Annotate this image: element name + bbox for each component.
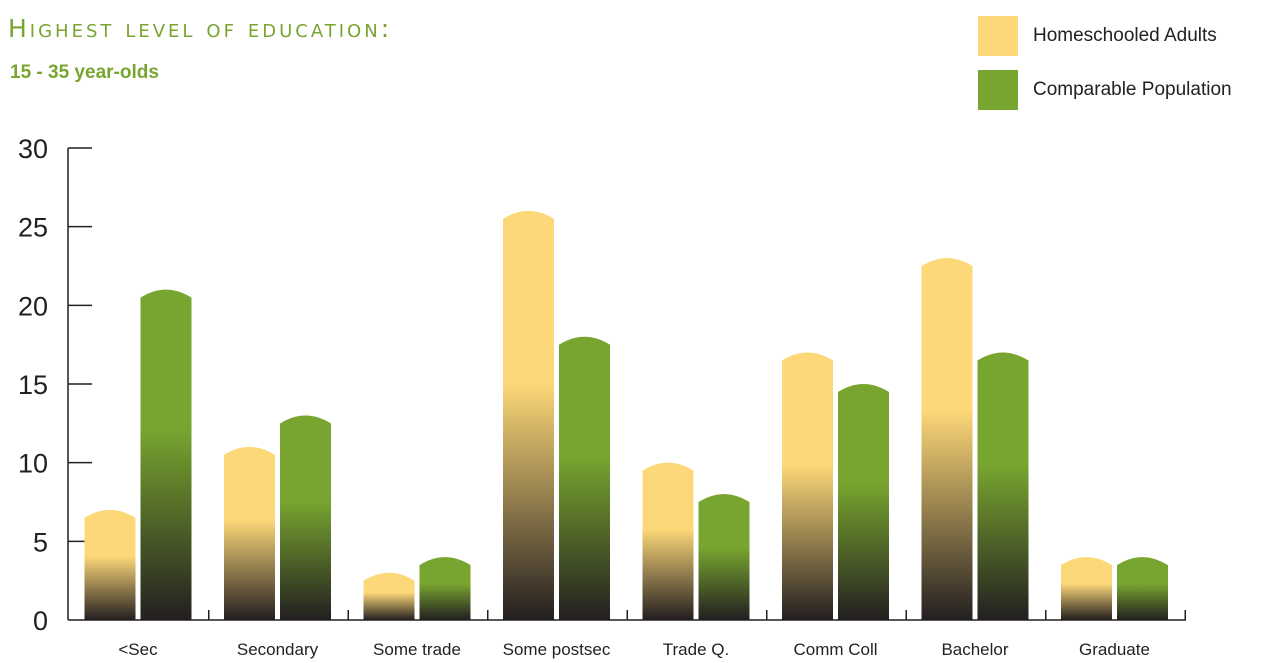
y-tick-label: 15: [18, 370, 48, 400]
x-tick-label: Trade Q.: [663, 640, 729, 659]
bar-homeschooled: [642, 462, 694, 620]
bar-comparable: [280, 415, 331, 620]
x-tick-label: Secondary: [237, 640, 319, 659]
bar-comparable: [140, 289, 192, 620]
bar-comparable: [559, 336, 610, 620]
legend-item-comparable: Comparable Population: [978, 70, 1232, 110]
x-tick-label: Comm Coll: [793, 640, 877, 659]
bar-homeschooled: [363, 572, 415, 620]
x-tick-label: Bachelor: [941, 640, 1008, 659]
x-tick-label: Some trade: [373, 640, 461, 659]
y-tick-label: 0: [33, 606, 48, 636]
y-tick-label: 10: [18, 449, 48, 479]
bar-comparable: [698, 494, 750, 620]
bar-homeschooled: [1061, 557, 1112, 620]
bar-comparable: [977, 352, 1029, 620]
chart-subtitle: 15 - 35 year-olds: [10, 62, 159, 83]
bar-comparable: [1117, 557, 1168, 620]
legend: Homeschooled Adults Comparable Populatio…: [978, 16, 1232, 124]
y-tick-label: 30: [18, 134, 48, 164]
y-tick-label: 20: [18, 291, 48, 321]
legend-swatch-homeschooled: [978, 16, 1018, 56]
legend-label-comparable: Comparable Population: [1033, 79, 1232, 100]
legend-item-homeschooled: Homeschooled Adults: [978, 16, 1232, 56]
legend-swatch-comparable: [978, 70, 1018, 110]
x-tick-label: Graduate: [1079, 640, 1150, 659]
bar-comparable: [419, 557, 471, 620]
bar-homeschooled: [921, 258, 973, 620]
y-tick-label: 25: [18, 213, 48, 243]
x-tick-label: <Sec: [118, 640, 158, 659]
bar-comparable: [838, 384, 889, 620]
bar-homeschooled: [503, 210, 554, 620]
bar-homeschooled: [782, 352, 833, 620]
bar-homeschooled: [224, 446, 275, 620]
x-tick-label: Some postsec: [503, 640, 611, 659]
chart-title: Highest level of education:: [8, 14, 393, 43]
legend-label-homeschooled: Homeschooled Adults: [1033, 25, 1217, 46]
bar-homeschooled: [84, 509, 136, 620]
y-tick-label: 5: [33, 527, 48, 557]
